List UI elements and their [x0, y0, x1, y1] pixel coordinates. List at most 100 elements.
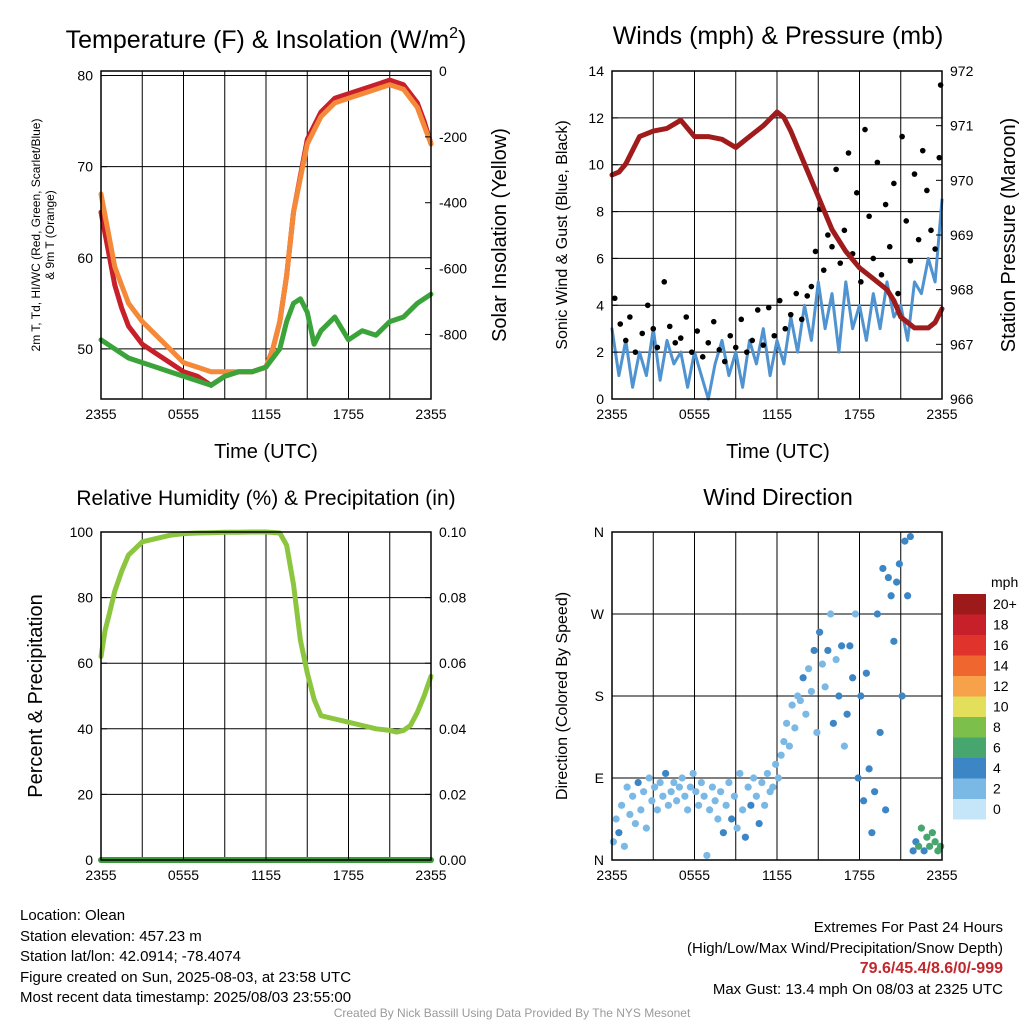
direction-point — [714, 815, 722, 823]
direction-point — [906, 532, 914, 541]
direction-point — [884, 573, 892, 582]
direction-point — [785, 742, 793, 750]
direction-point — [758, 778, 766, 787]
direction-point — [879, 564, 887, 573]
direction-point — [618, 801, 626, 809]
legend-swatch — [953, 717, 986, 738]
temperature-ticks: 2355 0555 1155 1755 2355 50 60 70 80 0 -200 -400 -60… — [77, 63, 467, 422]
gust-point — [782, 325, 789, 332]
direction-point — [846, 642, 854, 650]
direction-point — [851, 610, 859, 618]
gust-point — [793, 290, 800, 297]
x-tick-label: 1155 — [762, 867, 792, 883]
gust-point — [798, 316, 805, 323]
legend-label: 18 — [993, 617, 1009, 633]
gust-point — [688, 349, 695, 355]
direction-point — [832, 655, 840, 664]
legend-swatch — [953, 778, 986, 799]
direction-point — [763, 769, 771, 778]
direction-point — [717, 788, 725, 796]
left-tick-label: 80 — [77, 590, 93, 606]
direction-point — [642, 824, 650, 832]
left-tick-label: 70 — [77, 159, 93, 175]
gust-point — [899, 133, 905, 140]
extremes-info: Extremes For Past 24 Hours (High/Low/Max… — [687, 918, 1003, 1000]
direction-point — [893, 578, 901, 586]
right-tick-label: -800 — [439, 326, 467, 342]
direction-point — [640, 788, 648, 796]
gust-point — [776, 297, 783, 304]
gust-point — [858, 279, 864, 285]
station-location: Location: Olean — [20, 907, 126, 924]
credit-line: Created By Nick Bassill Using Data Provi… — [333, 1006, 691, 1020]
gust-point — [644, 302, 651, 309]
direction-point — [816, 628, 824, 636]
direction-point — [733, 824, 741, 832]
direction-point — [788, 701, 796, 709]
direction-point — [623, 783, 631, 791]
station-latlon: Station lat/lon: 42.0914; -78.4074 — [20, 948, 242, 965]
direction-point — [681, 792, 689, 800]
gust-point — [639, 330, 646, 337]
legend-label: 12 — [993, 678, 1009, 694]
right-tick-label: 0.06 — [439, 655, 466, 671]
td-line — [98, 291, 434, 388]
legend-swatch — [953, 696, 986, 717]
gust-point — [627, 314, 633, 320]
gust-point — [833, 166, 839, 173]
gust-point — [870, 255, 877, 262]
legend-swatch — [953, 594, 986, 615]
winds-ylabel: Sonic Wind & Gust (Blue, Black) — [554, 120, 571, 349]
direction-point — [887, 592, 895, 600]
direction-point — [854, 774, 862, 782]
x-tick-label: 2355 — [85, 867, 116, 883]
gust-point — [862, 126, 868, 133]
x-tick-label: 2355 — [415, 867, 446, 883]
right-tick-label: 0.10 — [439, 524, 466, 540]
gust-point — [891, 180, 897, 187]
temperature-ylabel-line1: 2m T, Td, HI/WC (Red, Green, Scarlet/Blu… — [29, 119, 43, 352]
gust-point — [911, 171, 918, 177]
winds-ticks: 2355 0555 1155 1755 235502468101214966967968… — [588, 63, 973, 422]
direction-panel: Wind Direction Direction (Colored By Spe… — [554, 484, 1018, 883]
gust-point — [683, 314, 690, 320]
direction-point — [695, 801, 703, 809]
gust-point — [617, 321, 624, 327]
direction-point — [651, 783, 659, 791]
direction-point — [873, 610, 881, 618]
direction-point — [653, 806, 661, 814]
gust-point — [845, 150, 852, 156]
gust-point — [820, 267, 827, 273]
direction-point — [761, 801, 769, 809]
direction-point — [807, 687, 815, 696]
left-tick-label: E — [595, 770, 604, 786]
x-tick-label: 1155 — [251, 406, 281, 422]
direction-point — [923, 833, 931, 841]
direction-point — [882, 806, 890, 814]
gust-point — [661, 279, 668, 285]
left-tick-label: 6 — [596, 250, 604, 266]
direction-point — [645, 774, 653, 782]
right-tick-label: -600 — [439, 261, 467, 277]
right-tick-label: 969 — [950, 227, 974, 243]
gust-point — [924, 187, 930, 194]
winds-panel: Winds (mph) & Pressure (mb) Time (UTC) S… — [554, 22, 1020, 463]
direction-grid — [612, 531, 942, 861]
direction-point — [689, 769, 697, 778]
left-tick-label: 60 — [77, 655, 93, 671]
direction-point — [612, 815, 620, 823]
direction-point — [670, 778, 678, 787]
pressure-ylabel: Station Pressure (Maroon) — [998, 118, 1020, 353]
direction-point — [860, 797, 868, 805]
direction-point — [821, 683, 829, 691]
legend-swatch — [953, 676, 986, 697]
extremes-subtitle: (High/Low/Max Wind/Precipitation/Snow De… — [687, 939, 1003, 957]
direction-point — [728, 815, 736, 823]
direction-point — [659, 792, 667, 800]
direction-point — [838, 642, 846, 650]
t9m-line — [98, 82, 434, 375]
direction-point — [895, 560, 903, 568]
temperature-title: Temperature (F) & Insolation (W/m2) — [66, 25, 467, 54]
direction-point — [917, 824, 925, 832]
wind-line — [610, 198, 944, 401]
